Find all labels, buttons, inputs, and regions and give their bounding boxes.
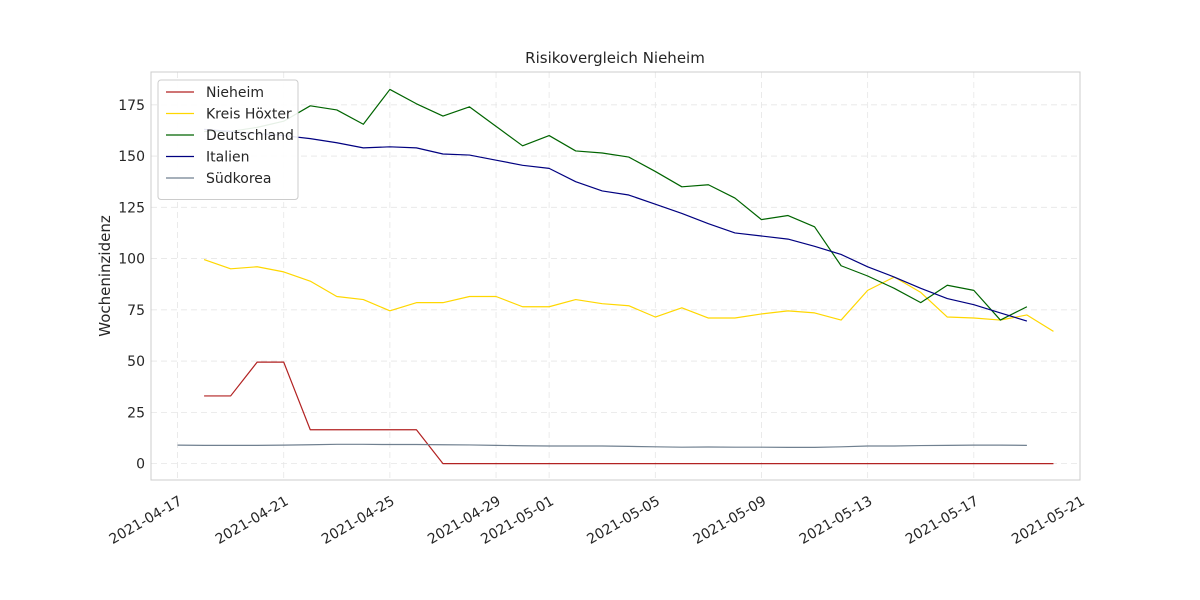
x-tick-label: 2021-04-25 — [319, 493, 397, 548]
x-tick-label: 2021-04-17 — [107, 493, 185, 548]
y-tick-label: 125 — [118, 200, 145, 216]
x-tick-labels: 2021-04-17 2021-04-21 2021-04-25 2021-04-29… — [107, 493, 1088, 548]
y-tick-label: 100 — [118, 252, 145, 268]
legend-frame — [157, 79, 299, 200]
y-tick-label: 50 — [127, 354, 145, 370]
x-tick-label: 2021-05-05 — [584, 493, 662, 548]
x-tick-label: 2021-05-21 — [1009, 493, 1087, 548]
legend: Nieheim Kreis Höxter Deutschland Italien Süd… — [157, 79, 299, 200]
chart-title: Risikovergleich Nieheim — [525, 49, 705, 67]
legend-label: Südkorea — [206, 171, 271, 187]
legend-label: Italien — [206, 150, 249, 166]
series-line-kreis-hoexter — [203, 259, 1054, 332]
legend-label: Nieheim — [206, 85, 264, 101]
y-tick-label: 0 — [136, 457, 145, 473]
x-tick-label: 2021-05-13 — [797, 493, 875, 548]
series-line-deutschland — [204, 88, 1028, 321]
y-tick-label: 175 — [118, 98, 145, 114]
x-tick-label: 2021-04-21 — [213, 493, 291, 548]
series-line-nieheim — [204, 361, 1054, 465]
y-tick-label: 25 — [127, 405, 145, 421]
series-lines — [177, 88, 1054, 465]
y-axis-title: Wocheninzidenz — [96, 215, 114, 337]
y-tick-label: 150 — [118, 149, 145, 165]
legend-label: Deutschland — [206, 128, 294, 144]
plot-frame — [150, 71, 1081, 481]
x-tick-label: 2021-05-17 — [903, 493, 981, 548]
series-line-suedkorea — [177, 443, 1027, 448]
legend-label: Kreis Höxter — [206, 107, 292, 123]
y-tick-label: 75 — [127, 303, 145, 319]
x-tick-label: 2021-05-09 — [691, 493, 769, 548]
series-line-italien — [204, 128, 1028, 322]
y-tick-labels: 0 25 50 75 100 125 150 175 — [118, 98, 145, 473]
